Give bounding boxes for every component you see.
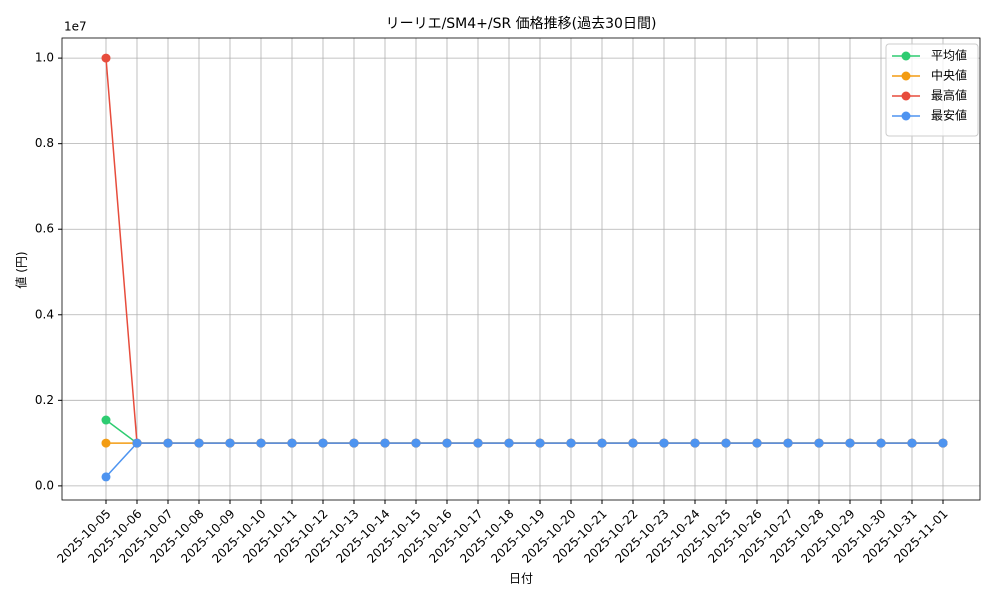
point xyxy=(535,438,545,448)
y-tick-label: 0.4 xyxy=(35,307,54,321)
legend-label: 最高値 xyxy=(931,88,967,103)
point xyxy=(628,438,638,448)
point xyxy=(101,472,111,482)
legend-label: 中央値 xyxy=(931,68,967,83)
point xyxy=(597,438,607,448)
point xyxy=(473,438,483,448)
point xyxy=(566,438,576,448)
y-tick-label: 0.8 xyxy=(35,136,54,150)
point xyxy=(101,415,111,425)
y-tick-label: 0.2 xyxy=(35,393,54,407)
point xyxy=(876,438,886,448)
legend-marker xyxy=(901,91,911,101)
legend-marker xyxy=(901,111,911,121)
x-axis-label: 日付 xyxy=(509,572,533,586)
legend-label: 平均値 xyxy=(931,48,967,63)
point xyxy=(783,438,793,448)
plot-frame xyxy=(61,37,981,501)
point xyxy=(845,438,855,448)
point xyxy=(194,438,204,448)
point xyxy=(132,438,142,448)
point xyxy=(225,438,235,448)
point xyxy=(907,438,917,448)
point xyxy=(938,438,948,448)
point xyxy=(690,438,700,448)
legend-marker xyxy=(901,71,911,81)
point xyxy=(349,438,359,448)
y-axis-label: 値 (円) xyxy=(14,251,29,288)
series-line xyxy=(105,442,943,478)
point xyxy=(163,438,173,448)
legend-marker xyxy=(901,51,911,61)
y-tick-label: 0.0 xyxy=(35,478,54,492)
point xyxy=(318,438,328,448)
point xyxy=(659,438,669,448)
y-tick-label: 1.0 xyxy=(35,51,54,65)
point xyxy=(814,438,824,448)
point xyxy=(442,438,452,448)
y-tick-label: 0.6 xyxy=(35,222,54,236)
point xyxy=(752,438,762,448)
point xyxy=(101,438,111,448)
point xyxy=(411,438,421,448)
point xyxy=(504,438,514,448)
legend-label: 最安値 xyxy=(931,108,967,123)
point xyxy=(101,53,111,63)
point xyxy=(380,438,390,448)
point xyxy=(256,438,266,448)
point xyxy=(721,438,731,448)
chart-title: リーリエ/SM4+/SR 価格推移(過去30日間) xyxy=(386,16,657,32)
y-offset-label: 1e7 xyxy=(64,20,87,34)
point xyxy=(287,438,297,448)
